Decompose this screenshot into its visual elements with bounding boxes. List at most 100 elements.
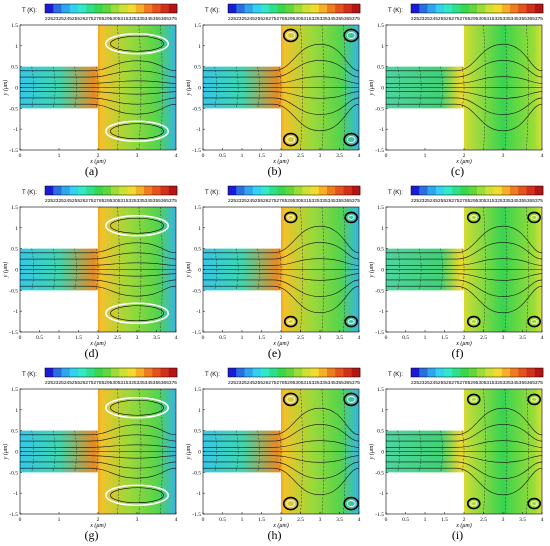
streamline	[20, 461, 177, 469]
x-tick-label: 1.5	[258, 517, 265, 523]
colorbar-ticks: 2252325245255262752785295305315325335345…	[45, 198, 178, 203]
panel-d: T (K): 2252325245255262752785295305315325…	[0, 182, 183, 364]
x-tick-label: 1.5	[75, 335, 82, 341]
colorbar-frame	[410, 367, 544, 378]
streamline	[386, 273, 543, 281]
y-tick-label: -0.5	[192, 106, 201, 112]
colorbar-swatch	[236, 4, 245, 13]
x-tick-label: 1	[424, 335, 427, 341]
colorbar-swatch	[152, 4, 161, 13]
vortex-ring	[343, 132, 359, 147]
colorbar-swatch	[69, 368, 79, 377]
colorbar-label: T (K):	[22, 372, 37, 378]
colorbar-swatch	[460, 4, 470, 13]
colorbar-swatch	[45, 368, 54, 377]
streamline	[386, 407, 543, 436]
colorbar-swatch	[61, 368, 71, 377]
x-tick-label: 4	[541, 153, 544, 159]
x-tick-label: 2	[280, 153, 283, 159]
colorbar-swatch	[244, 4, 254, 13]
colorbar-frame	[227, 367, 361, 378]
panel-label: (g)	[84, 528, 99, 542]
colorbar-swatch	[343, 368, 353, 377]
vortex-core	[347, 319, 355, 324]
x-tick-label: 2.5	[297, 517, 304, 523]
streamline	[20, 91, 177, 95]
y-tick-label: 0	[15, 450, 18, 456]
colorbar-swatch	[534, 368, 544, 377]
panel-c: T (K): 2252325245255262752785295305315325…	[366, 0, 549, 182]
colorbar-swatch	[518, 4, 527, 13]
x-tick-label: 0	[202, 517, 205, 523]
vortex-ring	[466, 211, 481, 224]
colorbar-swatch	[419, 186, 428, 195]
vortex-core	[286, 136, 296, 143]
y-tick-label: -1	[196, 127, 201, 133]
vortex-core	[347, 215, 355, 220]
streamline	[386, 455, 543, 463]
streamline	[20, 273, 177, 277]
vortex-core	[530, 319, 538, 324]
colorbar-swatch	[343, 4, 353, 13]
x-tick-label: 3.5	[336, 153, 343, 159]
y-tick-label: -1.5	[375, 148, 384, 154]
x-tick-label: 4	[175, 335, 178, 341]
colorbar-swatch	[534, 186, 544, 195]
y-tick-label: 0.5	[11, 65, 18, 71]
vortex-core	[530, 501, 538, 506]
vortex-core	[346, 500, 356, 507]
colorbar-swatch	[252, 4, 262, 13]
streamline	[203, 467, 360, 496]
colorbar-swatch	[168, 4, 178, 13]
y-tick-label: -1	[13, 309, 18, 315]
x-tick-label: 1.5	[258, 153, 265, 159]
colorbar-swatch	[302, 186, 311, 195]
colorbar-swatch	[61, 186, 71, 195]
panel-c-plot: T (K): 2252325245255262752785295305315325…	[368, 3, 544, 165]
x-tick-label: 1.5	[441, 335, 448, 341]
y-tick-label: 0.5	[194, 65, 201, 71]
y-tick-label: -1.5	[9, 330, 18, 336]
streamline	[386, 242, 543, 260]
vortex-core	[346, 396, 356, 403]
y-tick-label: 1	[15, 44, 18, 50]
y-tick-label: -1	[196, 491, 201, 497]
x-tick-label: 0.5	[219, 517, 226, 523]
vortex-ring	[105, 484, 170, 507]
vortex-ring	[282, 132, 299, 147]
x-tick-label: 2.5	[297, 335, 304, 341]
x-tick-label: 1	[58, 335, 61, 341]
streamline	[203, 242, 360, 260]
x-tick-label: 3.5	[519, 517, 526, 523]
streamline	[386, 461, 543, 479]
panel-label: (a)	[84, 164, 99, 178]
colorbar-swatch	[302, 368, 311, 377]
panel-label: (b)	[267, 164, 282, 178]
colorbar-swatch	[318, 4, 328, 13]
colorbar-swatch	[94, 186, 104, 195]
y-tick-label: -1	[379, 309, 384, 315]
y-tick-label: 1	[381, 44, 384, 50]
colorbar-swatch	[460, 368, 470, 377]
y-axis-label: y (μm)	[185, 80, 192, 97]
streamline	[20, 444, 177, 448]
streamline	[386, 440, 543, 448]
x-tick-label: 1	[241, 153, 244, 159]
colorbar-swatch	[144, 4, 153, 13]
vortex-ring	[282, 496, 299, 511]
streamline	[20, 97, 177, 105]
panel-label: (c)	[450, 164, 465, 178]
colorbar-swatch	[45, 186, 54, 195]
vortex-core	[110, 123, 164, 140]
y-tick-label: -1	[13, 491, 18, 497]
colorbar-swatch	[477, 4, 486, 13]
streamline	[203, 440, 360, 448]
y-tick-label: 1	[381, 226, 384, 232]
vortex-core	[110, 487, 164, 504]
y-tick-label: -1	[196, 309, 201, 315]
y-tick-label: 1.5	[194, 205, 201, 211]
vortex-core	[110, 35, 164, 52]
vortex-core	[287, 319, 295, 324]
streamline	[20, 80, 177, 84]
